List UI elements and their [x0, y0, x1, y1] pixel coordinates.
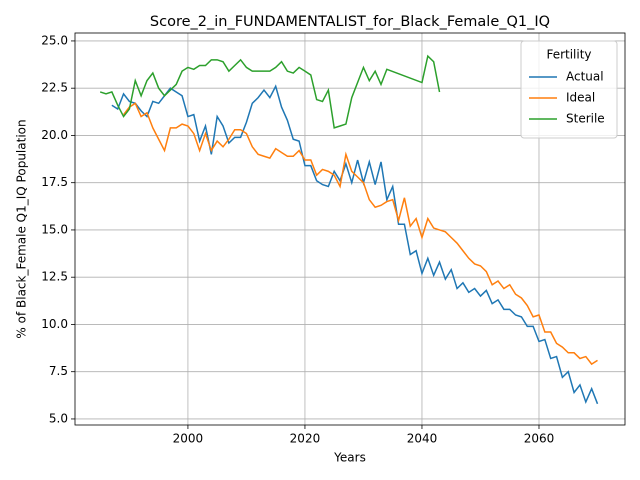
series-line [122, 102, 598, 366]
plot-frame [74, 32, 626, 426]
y-tick-label: 12.5 [41, 270, 68, 284]
x-axis-label: Years [333, 451, 366, 465]
y-tick-label: 22.5 [41, 81, 68, 95]
x-tick-label: 2040 [407, 432, 438, 446]
chart-title: Score_2_in_FUNDAMENTALIST_for_Black_Fema… [150, 14, 550, 30]
x-tick-label: 2060 [524, 432, 555, 446]
legend-label: Ideal [566, 91, 595, 105]
legend-box [520, 40, 618, 139]
y-tick-label: 5.0 [49, 411, 68, 425]
series-line [111, 84, 599, 405]
x-tick-label: 2020 [290, 432, 321, 446]
y-tick-label: 17.5 [41, 175, 68, 189]
y-tick-label: 25.0 [41, 33, 68, 47]
y-tick-label: 10.0 [41, 317, 68, 331]
series-line [99, 54, 441, 129]
legend-title: Fertility [546, 48, 591, 62]
x-tick-label: 2000 [173, 432, 204, 446]
y-tick-label: 7.5 [49, 364, 68, 378]
y-tick-label: 20.0 [41, 128, 68, 142]
legend-label: Sterile [566, 112, 605, 126]
y-axis-label: % of Black_Female Q1_IQ Population [15, 119, 29, 338]
y-tick-label: 15.0 [41, 222, 68, 236]
legend: Fertility Actual Ideal Sterile [520, 40, 618, 139]
legend-label: Actual [566, 70, 604, 84]
